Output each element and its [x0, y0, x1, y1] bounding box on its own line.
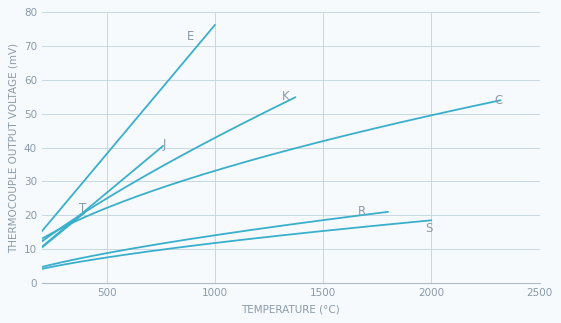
Text: E: E — [187, 29, 194, 43]
Text: T: T — [79, 202, 86, 215]
Text: S: S — [425, 222, 432, 235]
Text: C: C — [494, 94, 502, 107]
Text: J: J — [163, 138, 167, 151]
Text: K: K — [282, 90, 289, 103]
X-axis label: TEMPERATURE (°C): TEMPERATURE (°C) — [241, 305, 340, 315]
Text: R: R — [358, 205, 366, 218]
Y-axis label: THERMOCOUPLE OUTPUT VOLTAGE (mV): THERMOCOUPLE OUTPUT VOLTAGE (mV) — [8, 43, 19, 253]
